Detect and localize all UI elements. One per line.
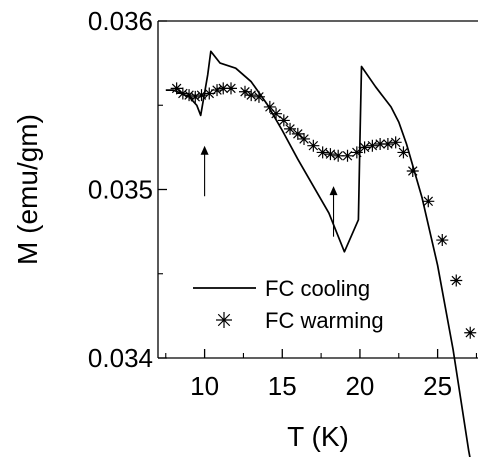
data-point xyxy=(211,84,224,97)
y-tick-label: 0.035 xyxy=(88,175,153,205)
data-point xyxy=(277,114,290,127)
annotations xyxy=(200,145,338,237)
data-point xyxy=(397,146,410,159)
data-point xyxy=(291,127,304,140)
y-tick-label: 0.034 xyxy=(88,343,153,373)
data-point xyxy=(217,82,230,95)
legend-star-swatch xyxy=(216,312,232,328)
series-fc-warming xyxy=(170,82,477,339)
data-point xyxy=(464,326,477,339)
data-point xyxy=(238,85,251,98)
legend: FC cooling FC warming xyxy=(193,276,384,333)
x-axis-label: T (K) xyxy=(287,421,349,452)
series-line xyxy=(165,50,471,457)
data-point xyxy=(374,138,387,151)
data-point xyxy=(195,89,208,102)
data-point xyxy=(252,90,265,103)
y-tick-label: 0.036 xyxy=(88,6,153,36)
data-point xyxy=(341,149,354,162)
legend-label: FC cooling xyxy=(265,276,370,301)
data-point xyxy=(225,82,238,95)
data-point xyxy=(183,89,196,102)
data-point xyxy=(284,122,297,135)
x-tick-label: 20 xyxy=(345,371,374,401)
x-tick-label: 10 xyxy=(190,371,219,401)
data-point xyxy=(316,146,329,159)
data-point xyxy=(436,234,449,247)
ticks: 10 15 20 25 0.034 0.035 0.036 xyxy=(88,6,477,401)
data-point xyxy=(176,87,189,100)
data-point xyxy=(350,146,363,159)
data-point xyxy=(450,274,463,287)
data-point xyxy=(307,139,320,152)
annotation-arrow xyxy=(200,145,209,197)
data-point xyxy=(298,132,311,145)
data-point xyxy=(422,195,435,208)
data-point xyxy=(358,141,371,154)
legend-item: FC cooling xyxy=(193,276,370,301)
data-point xyxy=(170,82,183,95)
data-point xyxy=(366,139,379,152)
data-point xyxy=(332,149,345,162)
series-fc-cooling xyxy=(165,50,471,457)
legend-label: FC warming xyxy=(265,308,384,333)
data-point xyxy=(324,148,337,161)
x-tick-label: 25 xyxy=(423,371,452,401)
data-point xyxy=(245,89,258,102)
data-point xyxy=(381,138,394,151)
y-axis-label: M (emu/gm) xyxy=(12,114,43,265)
data-point xyxy=(270,107,283,120)
data-point xyxy=(203,87,216,100)
data-point xyxy=(389,136,402,149)
data-point xyxy=(189,90,202,103)
data-point xyxy=(263,100,276,113)
x-tick-label: 15 xyxy=(268,371,297,401)
series-group xyxy=(165,50,477,457)
data-point xyxy=(406,164,419,177)
legend-item: FC warming xyxy=(216,308,384,333)
annotation-arrow xyxy=(329,186,338,237)
